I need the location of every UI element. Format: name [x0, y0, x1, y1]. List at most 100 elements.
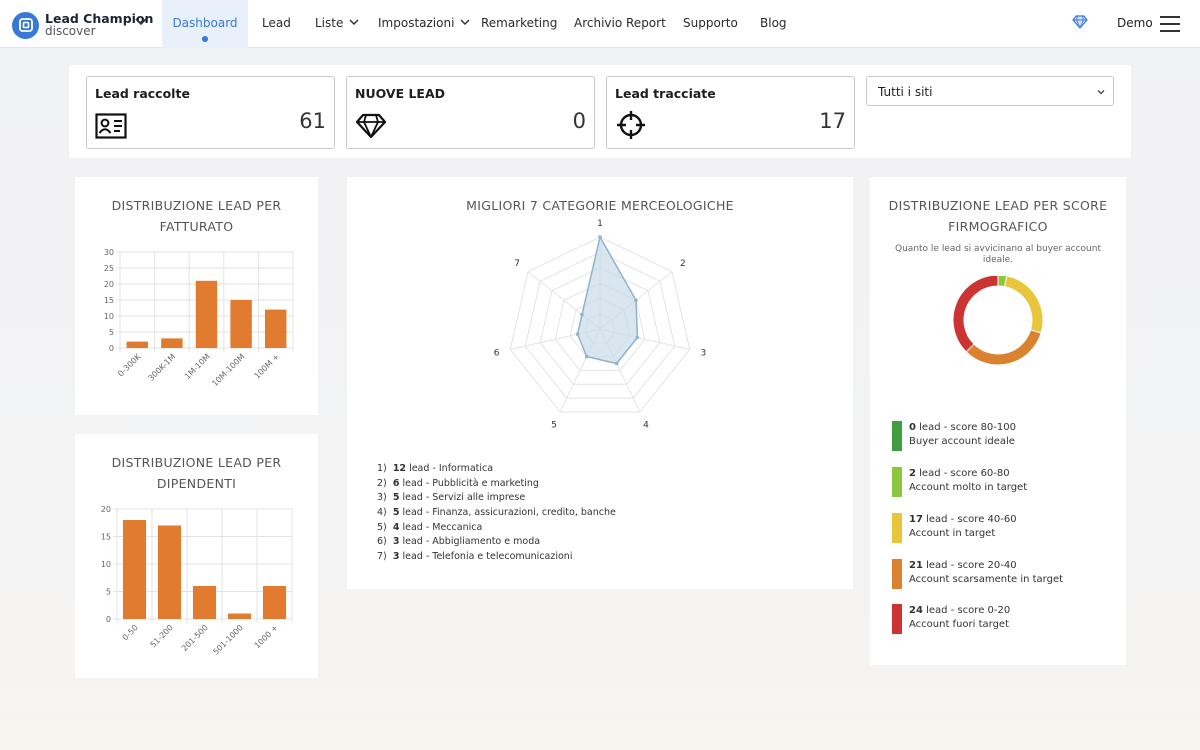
stat-nuove-lead[interactable]: NUOVE LEAD 0 — [346, 76, 595, 149]
radar-point — [575, 332, 580, 336]
card-title-line2: DIPENDENTI — [156, 476, 237, 491]
radar-axis-label: 2 — [680, 259, 686, 269]
nav-remarketing[interactable]: Remarketing — [481, 0, 557, 48]
legend-count: 17 — [909, 514, 923, 525]
legend-desc: Account in target — [909, 528, 996, 539]
stat-value: 0 — [572, 109, 586, 133]
category-text: lead - Servizi alle imprese — [399, 492, 526, 504]
top-navbar: Lead Champion discover Dashboard Lead Li… — [0, 0, 1200, 48]
nav-supporto[interactable]: Supporto — [683, 0, 738, 48]
bar — [126, 341, 149, 348]
radar-point — [635, 335, 640, 340]
y-tick-label: 5 — [106, 588, 111, 597]
card-title-line2: FIRMOGRAFICO — [948, 219, 1048, 234]
legend-range: lead - score 20-40 — [922, 560, 1017, 571]
legend-color-bar — [892, 604, 902, 634]
nav-remarketing-label: Remarketing — [481, 16, 558, 30]
category-rank: 5) — [377, 521, 387, 533]
lead-champion-logo-icon — [12, 11, 39, 39]
bar — [161, 338, 183, 348]
category-text: lead - Abbigliamento e moda — [399, 536, 541, 548]
radar-point — [634, 298, 638, 303]
hamburger-menu-icon[interactable] — [1160, 16, 1180, 32]
x-tick-label: 0-50 — [121, 623, 140, 642]
nav-liste[interactable]: Liste — [315, 0, 359, 48]
category-count: 4 — [392, 521, 400, 533]
stat-value: 17 — [819, 109, 846, 133]
legend-desc: Account molto in target — [909, 482, 1028, 493]
radar-grid-ring — [554, 282, 646, 371]
legend-desc: Buyer account ideale — [909, 436, 1015, 447]
bar — [262, 586, 287, 619]
id-card-icon — [95, 113, 127, 139]
nav-supporto-label: Supporto — [683, 16, 738, 30]
donut-slice — [952, 276, 999, 353]
card-revenue-distribution: DISTRIBUZIONE LEAD PER FATTURATO 0 5 10 15 2… — [75, 177, 318, 415]
category-list-item: 4) 5 lead - Finanza, assicurazioni, cred… — [377, 507, 616, 522]
x-tick-label: 0-300K — [116, 352, 143, 379]
radar-grid-ring — [509, 236, 691, 413]
bar — [227, 613, 252, 619]
bar — [122, 520, 147, 619]
y-tick-label: 20 — [104, 280, 114, 289]
y-tick-label: 15 — [104, 296, 114, 305]
premium-diamond-icon[interactable] — [1072, 15, 1088, 29]
nav-impostazioni-label: Impostazioni — [378, 16, 455, 30]
crosshair-icon — [617, 111, 645, 139]
nav-blog[interactable]: Blog — [760, 0, 787, 48]
radar-axis-label: 6 — [494, 349, 500, 359]
nav-dashboard[interactable]: Dashboard — [162, 0, 248, 48]
brand[interactable]: Lead Champion discover — [12, 10, 153, 40]
brand-chevron-down-icon[interactable] — [135, 18, 147, 26]
radar-axis-label: 5 — [551, 421, 557, 431]
category-text: lead - Meccanica — [399, 521, 483, 533]
card-subtitle-line1: Quanto le lead si avvicinano al buyer ac… — [895, 244, 1101, 254]
card-score-distribution: DISTRIBUZIONE LEAD PER SCORE FIRMOGRAFIC… — [870, 177, 1126, 665]
category-count: 12 — [392, 463, 407, 474]
y-tick-label: 30 — [104, 248, 114, 257]
bar — [192, 586, 217, 619]
x-tick-label: 1000 + — [253, 623, 280, 650]
site-filter-select[interactable]: Tutti i siti — [866, 76, 1114, 106]
stat-title: NUOVE LEAD — [355, 86, 446, 101]
category-text: lead - Telefonia e telecomunicazioni — [399, 551, 573, 563]
y-tick-label: 10 — [104, 312, 114, 321]
stat-lead-tracciate[interactable]: Lead tracciate 17 — [606, 76, 855, 149]
category-count: 5 — [392, 507, 400, 519]
stat-lead-raccolte[interactable]: Lead raccolte 61 — [86, 76, 335, 149]
radar-point — [580, 312, 584, 317]
radar-point — [598, 235, 602, 239]
y-tick-label: 10 — [101, 560, 111, 569]
y-tick-label: 15 — [101, 533, 111, 542]
user-menu[interactable]: Demo — [1117, 16, 1153, 30]
nav-impostazioni[interactable]: Impostazioni — [378, 0, 470, 48]
nav-liste-label: Liste — [315, 16, 344, 30]
category-count: 3 — [392, 536, 400, 548]
stat-title: Lead tracciate — [615, 86, 716, 101]
legend-color-bar — [892, 559, 902, 589]
x-tick-label: 10M-100M — [210, 352, 246, 388]
site-filter-value: Tutti i siti — [878, 85, 933, 99]
bar — [195, 280, 218, 348]
stat-title: Lead raccolte — [95, 86, 190, 101]
chevron-down-icon — [460, 18, 470, 25]
diamond-icon — [355, 113, 387, 139]
employees-bar-chart: 0 5 10 15 20 0-50 51-200 201-500 501-1000 1000 + — [101, 505, 293, 657]
x-tick-label: 201-500 — [180, 623, 210, 653]
category-rank: 2) — [377, 477, 387, 489]
legend-range: lead - score 80-100 — [915, 422, 1016, 433]
categories-list: 1) 12 lead - Informatica 2) 6 lead - Pubb… — [377, 463, 616, 566]
nav-lead-label: Lead — [262, 16, 291, 30]
category-text: lead - Finanza, assicurazioni, credito, … — [399, 507, 616, 519]
card-title-line1: DISTRIBUZIONE LEAD PER SCORE — [888, 198, 1108, 213]
legend-desc: Account scarsamente in target — [909, 574, 1064, 585]
x-tick-label: 300K-1M — [147, 352, 178, 383]
radar-series-area — [576, 234, 639, 365]
legend-range: lead - score 60-80 — [915, 468, 1010, 479]
nav-lead[interactable]: Lead — [262, 0, 291, 48]
stat-value: 61 — [299, 109, 326, 133]
category-text: lead - Informatica — [406, 463, 494, 474]
nav-archivio-report[interactable]: Archivio Report — [574, 0, 666, 48]
select-arrows-icon — [1097, 90, 1105, 95]
radar-axis-label: 4 — [643, 421, 649, 431]
